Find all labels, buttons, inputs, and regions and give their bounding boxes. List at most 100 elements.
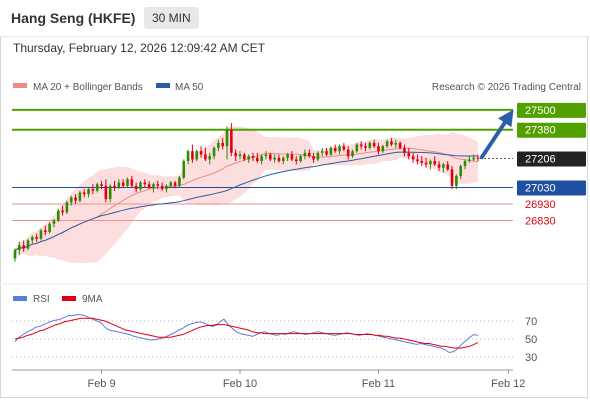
candle [91, 184, 95, 195]
candle [359, 141, 363, 150]
candle [338, 144, 341, 155]
x-tick-label: Feb 10 [223, 378, 257, 390]
candle [39, 228, 43, 241]
level-tag-27380 [517, 122, 586, 138]
candle [381, 144, 385, 153]
level-label-27206: 27206 [525, 153, 556, 165]
candle [307, 149, 311, 158]
level-label-26930: 26930 [525, 199, 556, 211]
candle [156, 180, 160, 190]
level-label-27380: 27380 [525, 125, 556, 137]
candle [468, 156, 471, 163]
candle [455, 174, 458, 190]
rsi-tick-label: 70 [525, 316, 537, 328]
rsi-ma-legend-swatch [62, 296, 76, 301]
candle [264, 151, 268, 160]
candle [459, 164, 462, 180]
projection-arrow [479, 109, 514, 160]
candle [450, 166, 454, 190]
candle [121, 179, 125, 188]
candle [390, 137, 393, 147]
candle [429, 159, 432, 170]
candle [18, 241, 21, 256]
candle [35, 233, 38, 242]
level-tag-27500 [517, 102, 586, 118]
timeframe-badge[interactable]: 30 MIN [144, 7, 199, 29]
candle [342, 142, 346, 152]
candle [416, 154, 419, 165]
ma50-legend-label: MA 50 [175, 82, 204, 93]
candle [351, 149, 354, 158]
candle [100, 180, 103, 190]
rsi-tick-label: 50 [525, 334, 537, 346]
candle [186, 149, 190, 165]
candle [82, 189, 86, 198]
x-tick-label: Feb 9 [87, 378, 115, 390]
candle [117, 179, 121, 190]
candle [286, 152, 289, 162]
candle [56, 208, 60, 223]
candle [182, 159, 186, 180]
rsi-legend-label: RSI [33, 294, 50, 305]
candle [273, 154, 276, 163]
candle [442, 162, 445, 173]
rsi-tick-label: 30 [525, 352, 537, 364]
rsi-ma-line [14, 317, 479, 349]
candle [325, 147, 328, 157]
candle [225, 126, 229, 160]
candle [13, 248, 17, 262]
candle [372, 139, 376, 148]
candle [152, 182, 155, 193]
candle [446, 161, 450, 171]
candle [78, 190, 82, 203]
candle [377, 142, 380, 155]
candle [48, 222, 51, 234]
candle [394, 139, 398, 148]
candle [87, 187, 90, 198]
candle [52, 218, 56, 228]
candle [143, 179, 147, 188]
candle [69, 195, 73, 206]
candle [476, 154, 480, 162]
candle [398, 141, 402, 150]
ma50-line [14, 151, 478, 251]
candle [199, 146, 203, 158]
candle [230, 123, 233, 157]
candle [403, 144, 406, 157]
candle [134, 182, 138, 193]
candle [234, 149, 237, 162]
level-label-27500: 27500 [525, 105, 556, 117]
candle [31, 235, 34, 244]
candle [22, 240, 25, 252]
candle [95, 182, 99, 193]
candle [277, 154, 281, 163]
candle [299, 154, 302, 163]
ma20-legend-swatch [13, 83, 27, 88]
candle [113, 180, 116, 191]
candle [126, 177, 129, 188]
candle [355, 142, 359, 153]
candle [303, 149, 307, 160]
candle [43, 225, 47, 236]
chart-credit: Research © 2026 Trading Central [432, 82, 581, 93]
ma50-legend-swatch [156, 83, 170, 88]
candle [368, 141, 372, 150]
instrument-title: Hang Seng (HKFE) [11, 10, 136, 26]
candle [312, 152, 315, 163]
candle [165, 184, 168, 193]
level-label-27030: 27030 [525, 183, 556, 195]
candle [260, 154, 263, 165]
candle [108, 184, 112, 203]
candle [191, 144, 194, 163]
candle [269, 152, 272, 162]
candle [247, 154, 250, 163]
candle [74, 194, 77, 205]
candle [173, 180, 177, 188]
level-label-26830: 26830 [525, 216, 556, 228]
candle [139, 180, 142, 191]
candle [420, 156, 424, 167]
x-tick-label: Feb 12 [491, 378, 525, 390]
candle [195, 149, 199, 162]
x-tick-label: Feb 11 [362, 378, 395, 390]
candle [130, 175, 134, 188]
